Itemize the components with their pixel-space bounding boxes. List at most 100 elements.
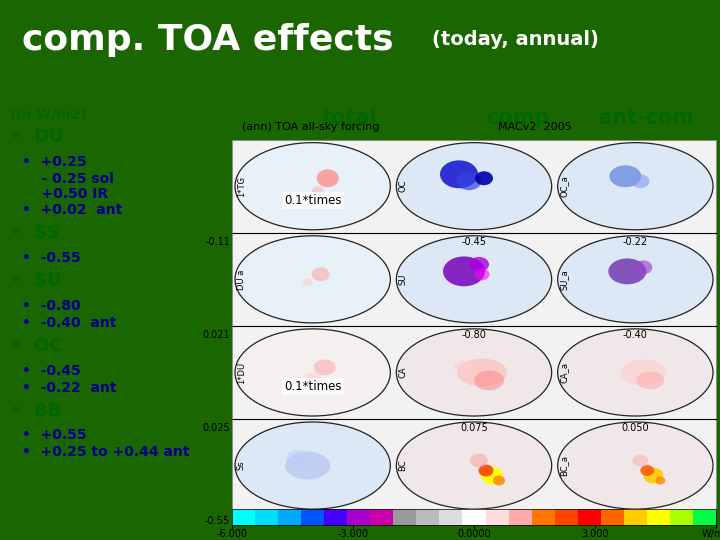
Text: •  -0.22  ant: • -0.22 ant: [22, 381, 117, 395]
Text: SU_a: SU_a: [559, 269, 569, 290]
Text: 1*DU: 1*DU: [237, 361, 246, 383]
Text: 0.44: 0.44: [625, 516, 646, 526]
Ellipse shape: [651, 251, 704, 275]
Ellipse shape: [651, 345, 704, 368]
Ellipse shape: [440, 160, 478, 188]
Ellipse shape: [475, 171, 493, 185]
Ellipse shape: [244, 438, 283, 464]
Text: (in W/m2): (in W/m2): [10, 108, 86, 122]
Text: •  +0.02  ant: • +0.02 ant: [22, 204, 122, 218]
Ellipse shape: [312, 369, 335, 391]
Ellipse shape: [351, 195, 372, 207]
Ellipse shape: [636, 372, 665, 389]
Bar: [600, 509, 624, 525]
Text: MACv2  2005: MACv2 2005: [498, 122, 572, 132]
Ellipse shape: [328, 251, 381, 275]
Bar: [554, 509, 577, 525]
Ellipse shape: [513, 382, 534, 393]
Text: •  -0.55: • -0.55: [22, 251, 81, 265]
Ellipse shape: [513, 288, 534, 300]
Ellipse shape: [351, 288, 372, 300]
Ellipse shape: [309, 445, 330, 464]
Ellipse shape: [634, 260, 652, 274]
Ellipse shape: [351, 382, 372, 393]
Ellipse shape: [513, 475, 534, 486]
Ellipse shape: [588, 373, 613, 394]
Ellipse shape: [235, 143, 390, 230]
Ellipse shape: [632, 352, 653, 370]
Ellipse shape: [470, 166, 492, 184]
Ellipse shape: [479, 464, 493, 476]
Ellipse shape: [285, 451, 330, 480]
Text: - 0.25 sol: - 0.25 sol: [22, 172, 114, 186]
Bar: [531, 509, 554, 525]
Text: -0.11: -0.11: [205, 237, 230, 247]
Text: (today, annual): (today, annual): [432, 30, 599, 50]
Ellipse shape: [470, 352, 492, 370]
Ellipse shape: [474, 183, 496, 205]
Ellipse shape: [635, 275, 657, 298]
Ellipse shape: [608, 259, 647, 285]
Bar: [232, 509, 255, 525]
Bar: [278, 509, 301, 525]
Ellipse shape: [312, 267, 330, 281]
Text: 1*TG: 1*TG: [237, 176, 246, 197]
Ellipse shape: [265, 467, 290, 487]
Bar: [647, 509, 670, 525]
Ellipse shape: [457, 359, 507, 387]
Ellipse shape: [674, 382, 695, 393]
Text: -0.80: -0.80: [462, 330, 487, 340]
Ellipse shape: [244, 345, 283, 370]
Ellipse shape: [443, 256, 485, 286]
Ellipse shape: [265, 280, 290, 301]
Ellipse shape: [558, 236, 713, 323]
Text: -0.45: -0.45: [462, 237, 487, 247]
Ellipse shape: [405, 345, 445, 370]
Ellipse shape: [312, 462, 335, 484]
Text: CA: CA: [398, 367, 408, 378]
Ellipse shape: [470, 445, 492, 464]
Bar: [416, 509, 439, 525]
Ellipse shape: [309, 166, 330, 184]
Ellipse shape: [235, 236, 390, 323]
Ellipse shape: [302, 278, 312, 286]
Text: 0.075: 0.075: [460, 423, 488, 433]
Ellipse shape: [426, 187, 451, 208]
Ellipse shape: [558, 143, 713, 230]
Text: -0.40: -0.40: [623, 330, 648, 340]
Text: 0.1*times: 0.1*times: [284, 194, 341, 207]
Bar: [439, 509, 462, 525]
Ellipse shape: [351, 475, 372, 486]
Text: •  DU: • DU: [10, 128, 63, 146]
Ellipse shape: [456, 172, 482, 190]
Ellipse shape: [328, 345, 381, 368]
Ellipse shape: [558, 422, 713, 509]
Text: •  -0.40  ant: • -0.40 ant: [22, 316, 117, 330]
Ellipse shape: [632, 455, 648, 467]
Ellipse shape: [470, 259, 492, 278]
Bar: [370, 509, 393, 525]
Text: 0.050: 0.050: [621, 423, 649, 433]
Ellipse shape: [312, 183, 335, 205]
Text: •  SS: • SS: [10, 224, 59, 242]
Ellipse shape: [474, 275, 496, 298]
Text: -0.22: -0.22: [623, 237, 648, 247]
Bar: [577, 509, 600, 525]
Ellipse shape: [609, 165, 642, 187]
Ellipse shape: [454, 361, 474, 374]
Ellipse shape: [567, 252, 606, 278]
Ellipse shape: [632, 259, 653, 278]
Ellipse shape: [396, 329, 552, 416]
Ellipse shape: [474, 369, 496, 391]
Ellipse shape: [481, 467, 503, 484]
Ellipse shape: [490, 251, 542, 275]
Text: comp: comp: [486, 108, 550, 128]
Text: SU: SU: [398, 274, 408, 285]
Text: BC: BC: [398, 460, 408, 471]
Text: -0.55: -0.55: [205, 516, 230, 526]
Text: comp. TOA effects: comp. TOA effects: [22, 23, 393, 57]
Ellipse shape: [588, 187, 613, 208]
Ellipse shape: [567, 158, 606, 184]
Text: DU a: DU a: [237, 269, 246, 289]
Ellipse shape: [493, 476, 505, 485]
